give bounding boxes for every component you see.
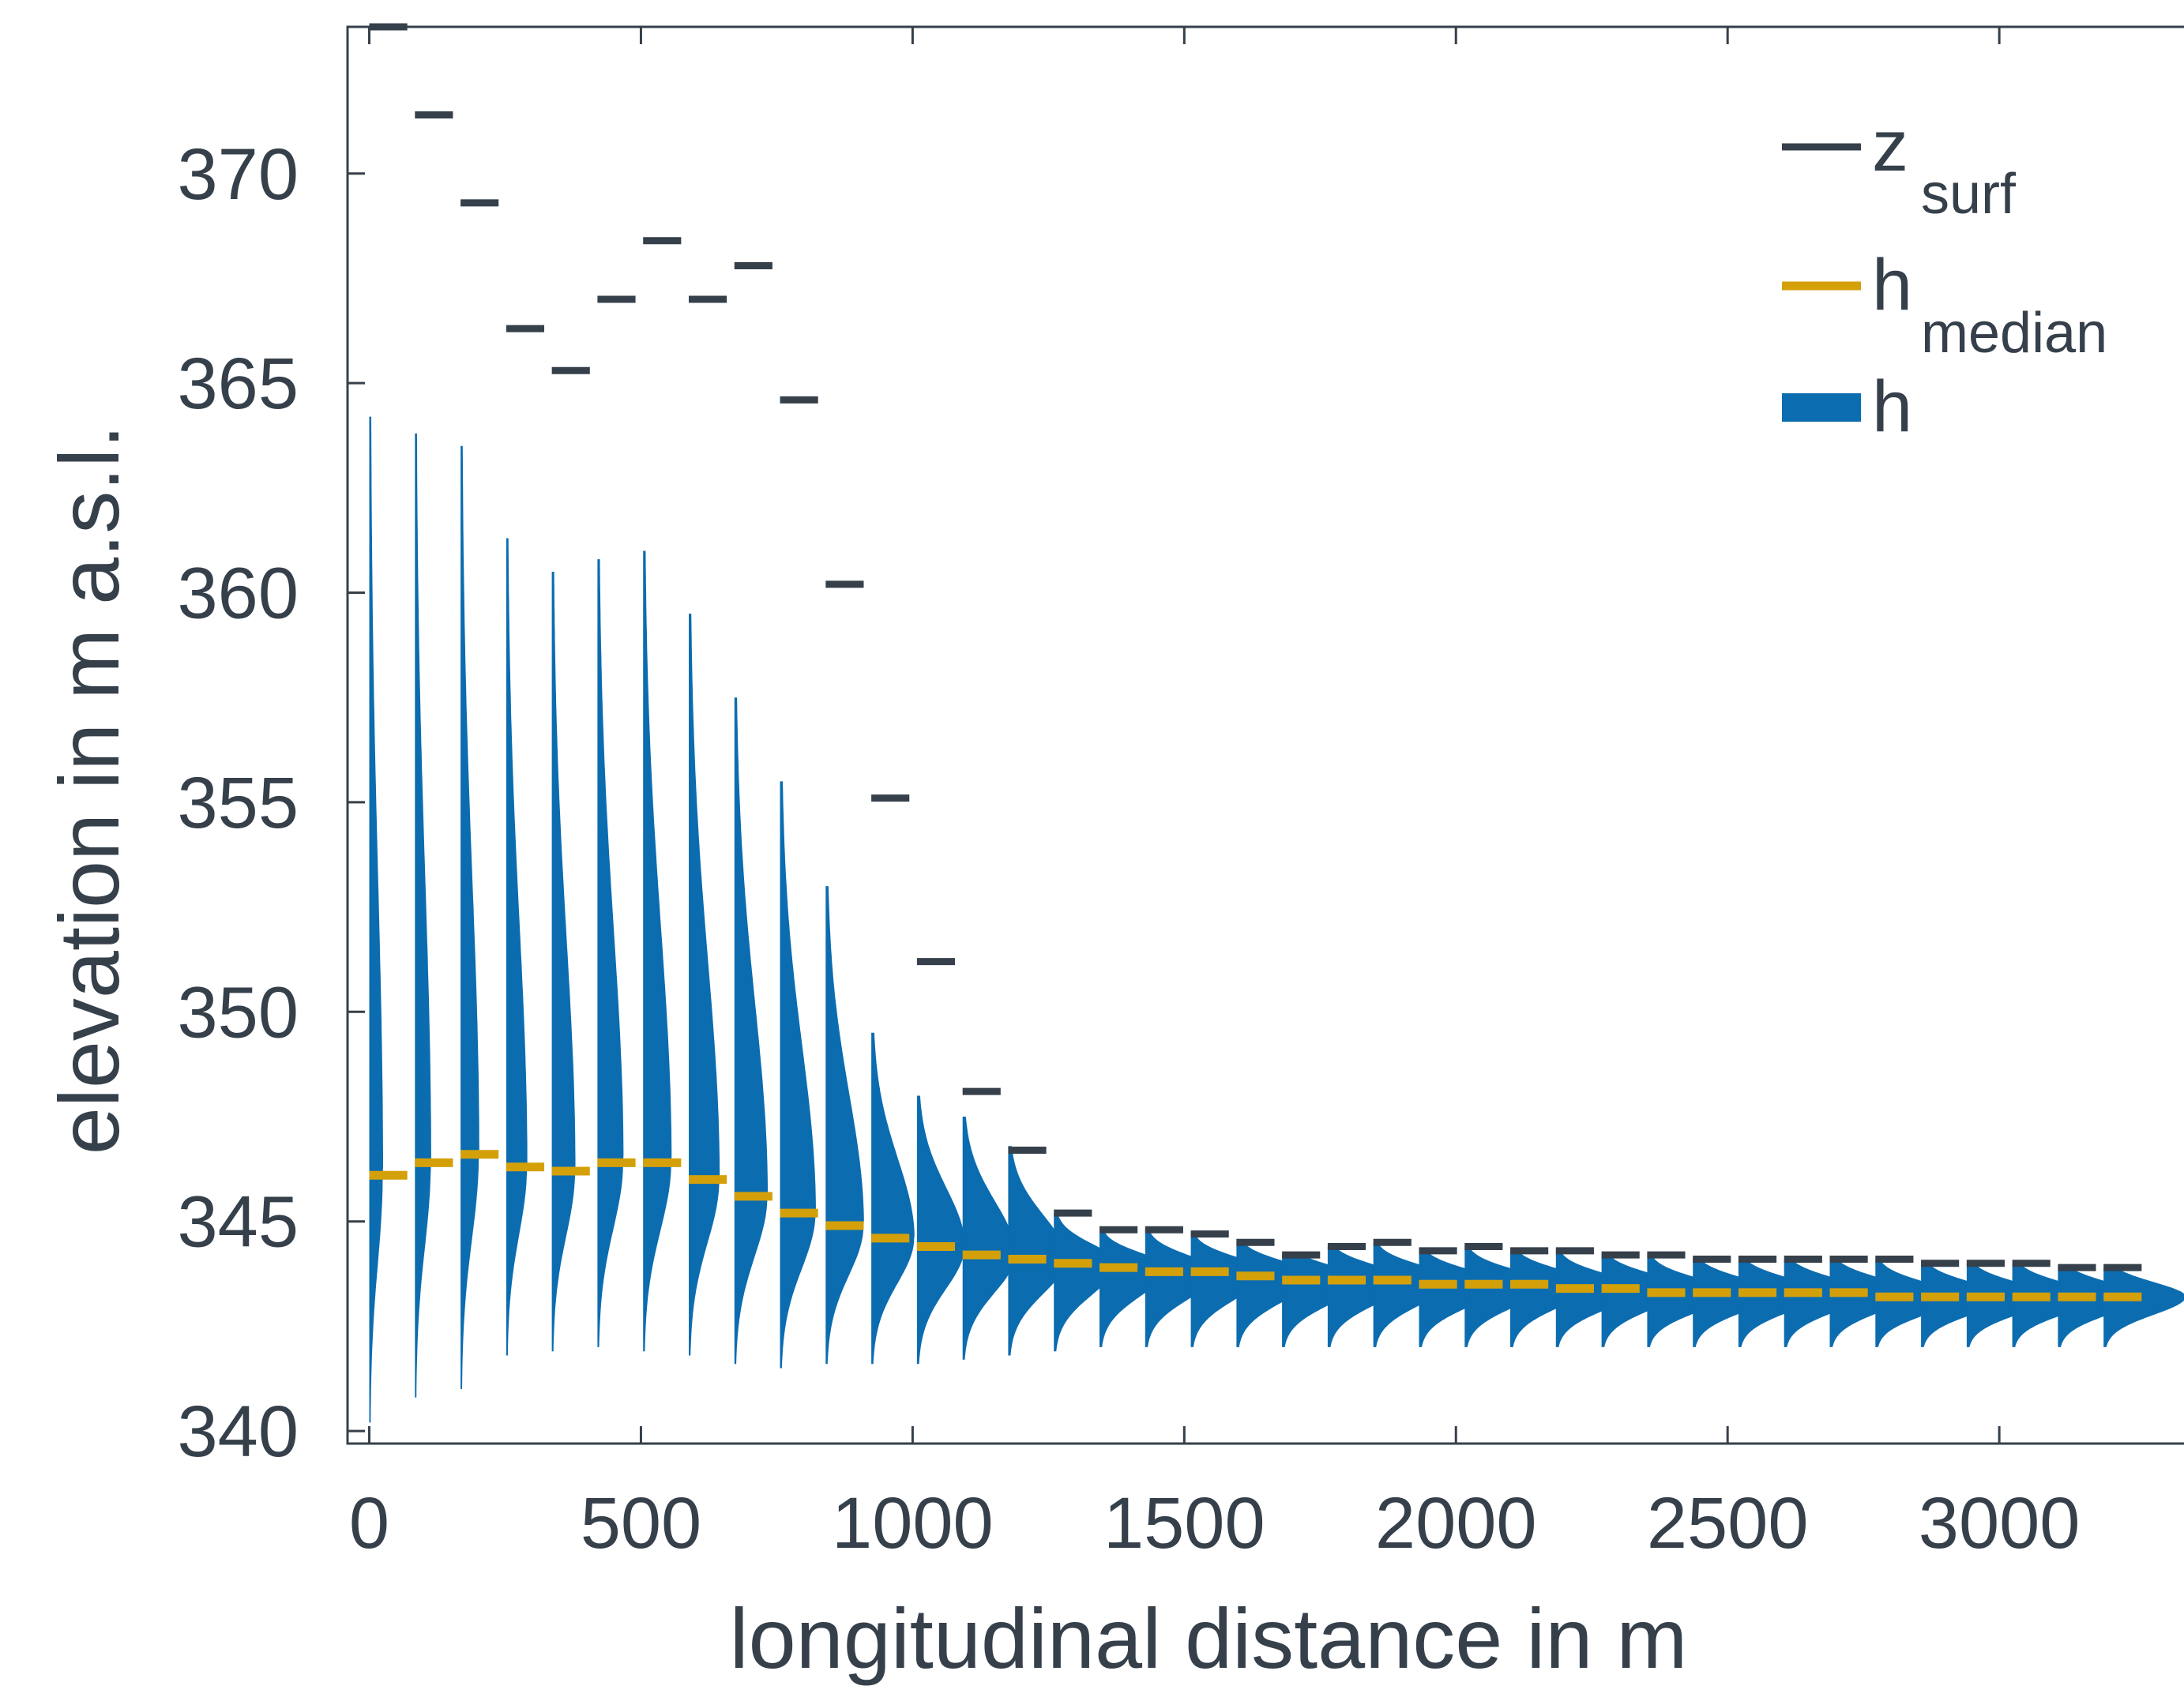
h-histogram-35	[1966, 1263, 2050, 1347]
y-axis-label: elevation in m a.s.l.	[41, 425, 137, 1155]
y-tick-label: 365	[178, 344, 299, 424]
h-histogram-10	[825, 886, 864, 1365]
h-histogram-6	[643, 550, 672, 1352]
h-histogram-3	[506, 538, 528, 1356]
h-histograms	[369, 416, 2184, 1423]
y-tick-label: 370	[178, 134, 299, 215]
h-histogram-15	[1054, 1213, 1117, 1352]
h-histogram-29	[1693, 1259, 1776, 1347]
legend-sublabel-z_surf: surf	[1921, 163, 2017, 226]
x-tick-label: 1000	[832, 1483, 994, 1564]
x-tick-label: 2000	[1375, 1483, 1537, 1564]
axes	[346, 25, 2184, 1445]
x-axis-ticks: 0 500 1000 1500 2000 2500 3000	[349, 27, 2081, 1564]
legend-label-h: h	[1872, 366, 1912, 447]
h-histogram-26	[1555, 1250, 1639, 1347]
h-histogram-1	[415, 433, 431, 1398]
h-histogram-30	[1738, 1259, 1821, 1347]
h-histogram-0	[369, 416, 383, 1423]
h-histogram-12	[916, 1095, 965, 1365]
x-tick-label: 0	[349, 1483, 389, 1564]
h-histogram-34	[1921, 1263, 2004, 1347]
y-tick-label: 350	[178, 972, 299, 1053]
h-histogram-5	[597, 559, 624, 1347]
h-histogram-24	[1464, 1246, 1547, 1347]
h-histogram-38	[2103, 1267, 2184, 1347]
x-tick-label: 2500	[1647, 1483, 1809, 1564]
y-tick-label: 345	[178, 1182, 299, 1263]
z-surf-series	[369, 23, 2142, 1271]
h-histogram-4	[551, 572, 576, 1352]
h-histogram-14	[1008, 1146, 1066, 1356]
plot-frame	[346, 25, 2184, 1445]
h-histogram-7	[689, 614, 720, 1356]
h-histogram-13	[962, 1117, 1016, 1360]
y-axis-ticks: 340 345 350 355 360 365 370	[178, 134, 365, 1472]
h-histogram-8	[734, 697, 769, 1365]
x-tick-label: 3000	[1919, 1483, 2081, 1564]
y-tick-label: 355	[178, 763, 299, 843]
h-histogram-36	[2012, 1263, 2095, 1347]
h-histogram-17	[1145, 1230, 1218, 1347]
y-tick-label: 360	[178, 554, 299, 634]
h-histogram-9	[780, 781, 816, 1369]
x-tick-label: 1500	[1103, 1483, 1265, 1564]
legend-label-z_surf: z	[1872, 106, 1908, 186]
h-histogram-11	[871, 1032, 915, 1365]
y-tick-label: 340	[178, 1391, 299, 1472]
h-histogram-32	[1829, 1259, 1912, 1347]
h-histogram-33	[1875, 1259, 1958, 1347]
h-median-series	[369, 1150, 2142, 1301]
x-tick-label: 500	[581, 1483, 702, 1564]
h-histogram-28	[1647, 1255, 1730, 1347]
x-axis-label: longitudinal distance in m	[730, 1590, 1688, 1686]
h-histogram-31	[1784, 1259, 1866, 1347]
legend-sublabel-h_median: median	[1921, 302, 2107, 365]
h-histogram-2	[460, 445, 479, 1389]
legend-label-h_median: h	[1872, 245, 1912, 325]
h-histogram-22	[1373, 1242, 1453, 1347]
